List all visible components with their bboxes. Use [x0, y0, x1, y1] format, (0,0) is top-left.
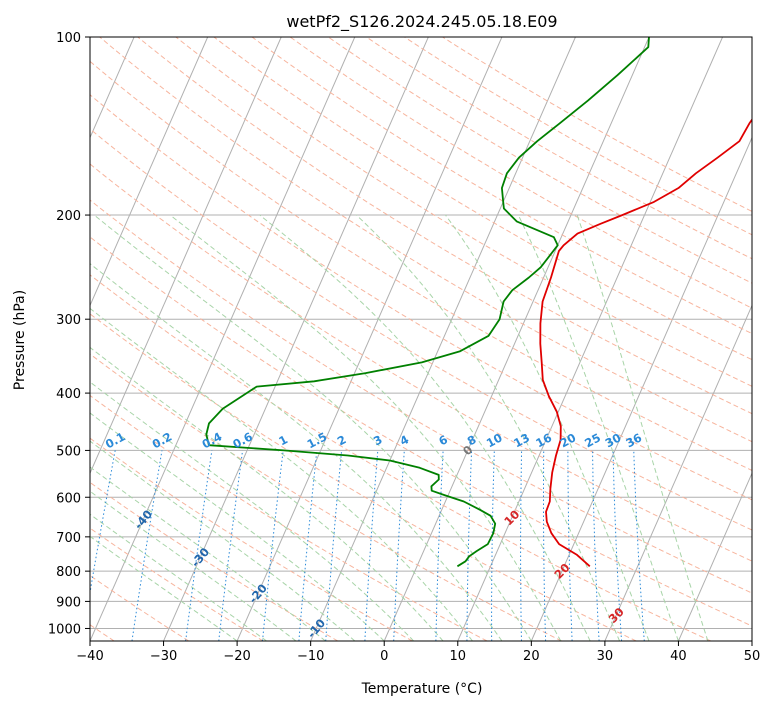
dry-adiabat: [90, 274, 712, 641]
profile-line-0: [539, 118, 752, 567]
dry-adiabat: [442, 37, 752, 213]
x-tick-label: −20: [223, 649, 250, 664]
dry-adiabat: [90, 481, 339, 641]
x-tick-label: 0: [380, 649, 388, 664]
moist-adiabat: [169, 214, 562, 641]
x-tick-label: 30: [597, 649, 614, 664]
moist-adiabat: [90, 381, 414, 641]
moist-adiabat: [90, 346, 444, 641]
mixing-ratio-label: 30: [603, 430, 624, 450]
x-tick-label: 20: [523, 649, 540, 664]
mixing-ratio-label: 36: [623, 430, 644, 450]
isotherm-40: [677, 471, 752, 641]
dry-adiabat: [90, 199, 752, 594]
moist-adiabat: [356, 214, 621, 641]
dry-adiabat: [99, 37, 752, 443]
isotherm--20: [236, 37, 503, 641]
dry-adiabat: [251, 37, 752, 335]
mixing-ratio-label: 25: [582, 430, 603, 450]
dry-adiabat: [366, 37, 752, 260]
isotherm--60: [90, 37, 209, 307]
mixing-ratio-line: [185, 450, 213, 641]
x-tick-label: 40: [670, 649, 687, 664]
moist-adiabat: [517, 214, 679, 641]
mixing-ratio-line: [218, 450, 244, 641]
dry-adiabat: [404, 37, 752, 236]
dry-adiabat: [90, 236, 752, 627]
x-tick-label: 10: [450, 649, 467, 664]
moist-adiabat: [259, 214, 591, 641]
mixing-ratio-label: 20: [558, 430, 579, 450]
x-tick-label: −30: [150, 649, 177, 664]
mixing-ratio-line: [262, 450, 284, 641]
moist-adiabat: [90, 535, 238, 641]
adiabats: [90, 37, 752, 641]
series: [205, 37, 752, 568]
x-tick-label: 50: [744, 649, 761, 664]
y-tick-label: 100: [56, 31, 81, 46]
profile-line-1: [205, 37, 650, 568]
isotherm-20: [530, 136, 752, 641]
dry-adiabat: [90, 527, 264, 641]
dry-adiabat: [289, 37, 752, 309]
x-axis-label: Temperature (°C): [361, 681, 483, 697]
moist-adiabat: [90, 263, 503, 641]
axes: −40 −30 −20 −10 0 10 20 30 40 50 1000 900 800 700 600 5…: [48, 31, 760, 664]
dry-adiabat: [90, 163, 752, 562]
y-tick-label: 200: [56, 209, 81, 224]
y-tick-label: 500: [56, 444, 81, 459]
isotherm--30: [163, 37, 429, 641]
isotherm-0: [383, 37, 650, 641]
isotherm--80: [0, 37, 61, 641]
moist-adiabat: [93, 214, 532, 641]
y-tick-label: 400: [56, 387, 81, 402]
moist-adiabat: [576, 214, 709, 641]
y-tick-label: 300: [56, 313, 81, 328]
moist-adiabat: [90, 412, 385, 641]
isotherm-30: [604, 304, 752, 641]
dry-adiabat: [90, 60, 752, 471]
dry-adiabat: [137, 37, 752, 415]
plot-frame: [89, 36, 753, 642]
plot-area: [90, 37, 752, 641]
x-tick-label: −40: [76, 649, 103, 664]
dry-adiabat: [175, 37, 752, 387]
mixing-ratio-label: 16: [533, 430, 554, 450]
chart-title: wetPf2_S126.2024.245.05.18.E09: [286, 12, 557, 32]
dry-adiabat: [90, 128, 752, 531]
moist-adiabat: [90, 513, 267, 641]
y-tick-label: 800: [56, 565, 81, 580]
y-tick-label: 600: [56, 491, 81, 506]
y-tick-label: 900: [56, 595, 81, 610]
moist-adiabat: [90, 440, 356, 641]
isotherm--50: [90, 37, 282, 475]
isotherm--40: [90, 37, 356, 641]
moist-adiabat: [90, 466, 326, 641]
dry-adiabat: [90, 437, 413, 641]
mixing-ratio-label: 10: [484, 430, 505, 450]
x-tick-label: −10: [297, 649, 324, 664]
mixing-ratio-label: 13: [511, 430, 532, 450]
y-axis-label: Pressure (hPa): [12, 290, 28, 390]
y-tick-label: 1000: [48, 622, 81, 637]
y-tick-label: 700: [56, 531, 81, 546]
mixing-ratio-line: [131, 450, 163, 641]
moist-adiabat: [444, 214, 650, 641]
dry-adiabat: [90, 94, 752, 501]
dry-adiabat: [90, 313, 637, 641]
moist-adiabat: [90, 490, 297, 641]
isotherm-50: [751, 639, 752, 641]
